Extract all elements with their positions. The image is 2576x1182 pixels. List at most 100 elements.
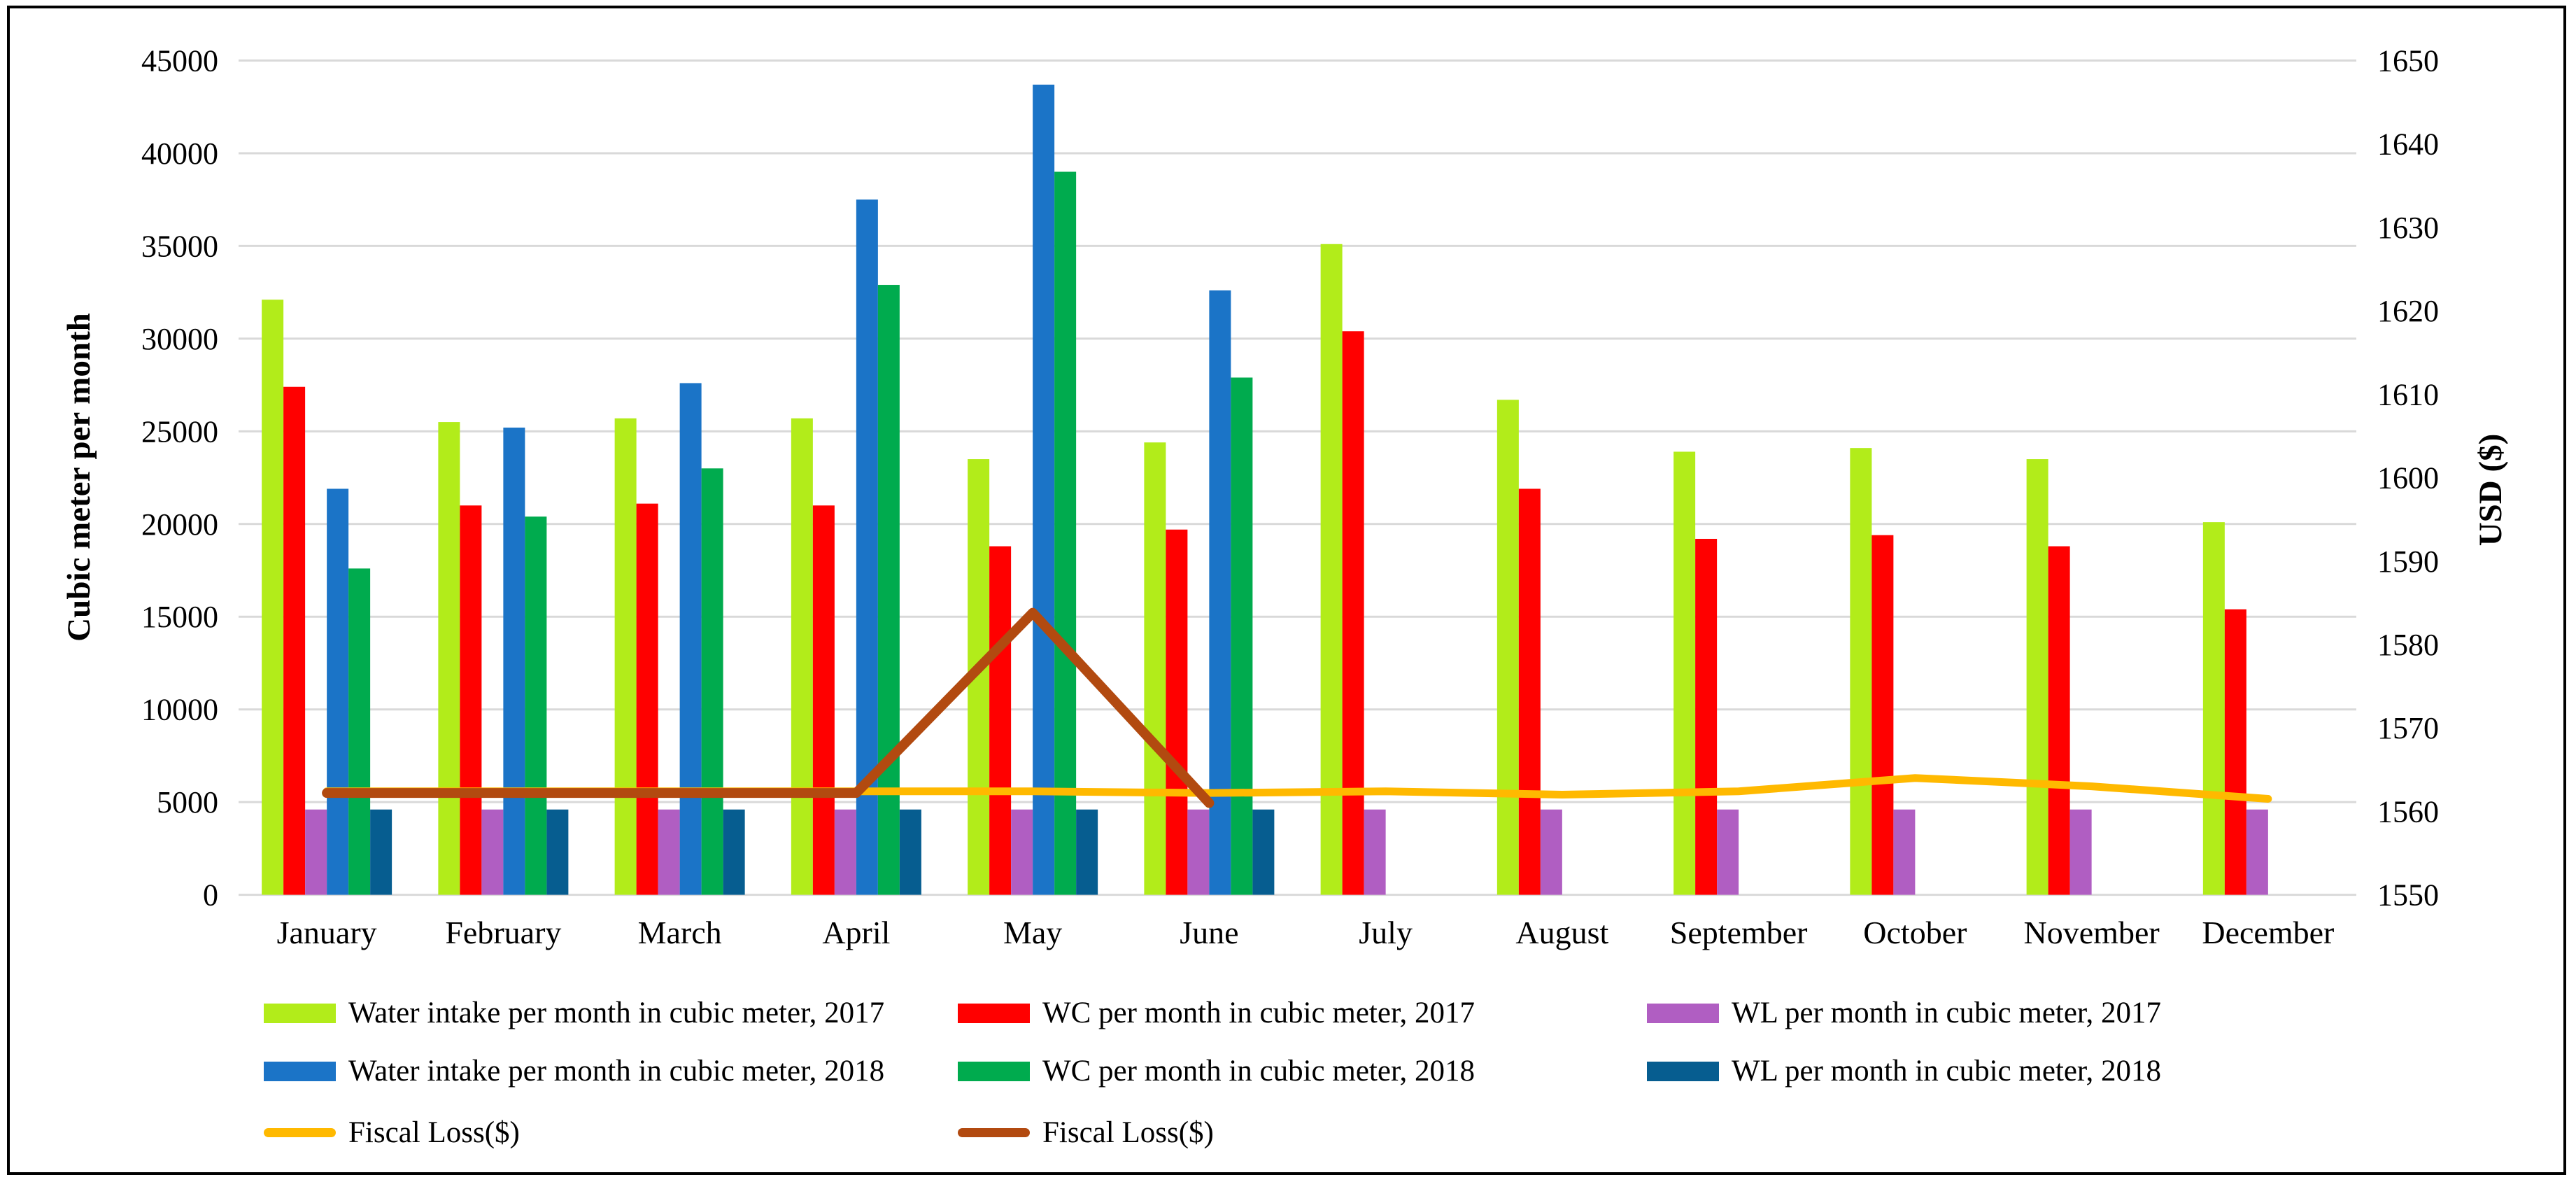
month-label: December xyxy=(2202,915,2334,950)
month-label: April xyxy=(822,915,890,950)
legend-item-fiscal-loss-2017: Fiscal Loss($) xyxy=(264,1116,520,1150)
bar xyxy=(1673,451,1696,895)
bar xyxy=(723,809,745,895)
bar xyxy=(283,386,306,895)
bar xyxy=(327,488,349,895)
legend-item-wc-2017: WC per month in cubic meter, 2017 xyxy=(958,996,1475,1030)
bar xyxy=(460,505,482,895)
bar xyxy=(1033,84,1055,895)
bar xyxy=(989,546,1012,895)
legend-label: Water intake per month in cubic meter, 2… xyxy=(348,997,885,1029)
left-axis-tick-label: 15000 xyxy=(141,600,218,634)
left-axis-tick-label: 5000 xyxy=(157,785,218,819)
bar xyxy=(503,428,525,895)
bar xyxy=(1231,377,1253,895)
right-axis-tick-label: 1570 xyxy=(2377,711,2439,745)
legend-label: Water intake per month in cubic meter, 2… xyxy=(348,1055,885,1088)
bar xyxy=(525,516,547,895)
right-axis-tick-label: 1650 xyxy=(2377,44,2439,78)
bar xyxy=(1496,400,1519,895)
legend-item-fiscal-loss-2018: Fiscal Loss($) xyxy=(958,1116,1214,1150)
bar xyxy=(1166,529,1188,895)
right-axis-tick-label: 1630 xyxy=(2377,211,2439,245)
left-axis-tick-label: 25000 xyxy=(141,414,218,449)
bar xyxy=(636,503,658,895)
bar xyxy=(348,568,371,895)
bar xyxy=(2224,609,2246,895)
right-axis-tick-label: 1610 xyxy=(2377,377,2439,411)
bar xyxy=(1871,535,1894,895)
left-axis-tick-label: 10000 xyxy=(141,693,218,727)
month-label: June xyxy=(1180,915,1238,950)
bar xyxy=(1187,809,1210,895)
legend-swatch-water-intake-2017 xyxy=(264,1003,336,1023)
right-axis-title: USD ($) xyxy=(2472,433,2509,547)
right-axis-tick-label: 1600 xyxy=(2377,461,2439,495)
left-axis-tick-label: 20000 xyxy=(141,507,218,542)
legend-item-water-intake-2018: Water intake per month in cubic meter, 2… xyxy=(264,1054,884,1088)
bar xyxy=(791,418,813,895)
bar xyxy=(1695,538,1718,895)
bar xyxy=(370,809,392,895)
bar xyxy=(1054,171,1077,895)
bar xyxy=(1540,809,1562,895)
legend-label: Fiscal Loss($) xyxy=(1042,1116,1214,1149)
left-axis-tick-label: 45000 xyxy=(141,44,218,78)
legend-swatch-fiscal-loss-orange xyxy=(264,1128,336,1137)
right-axis-tick-label: 1580 xyxy=(2377,628,2439,662)
month-label: July xyxy=(1359,915,1413,950)
bar xyxy=(701,468,723,895)
figure-border xyxy=(7,6,2566,1175)
legend-item-wc-2018: WC per month in cubic meter, 2018 xyxy=(958,1054,1475,1088)
bar xyxy=(1320,244,1343,895)
bar xyxy=(1364,809,1386,895)
month-label: March xyxy=(638,915,722,950)
bar xyxy=(679,383,702,895)
bar xyxy=(262,300,284,895)
bar xyxy=(834,809,856,895)
bar xyxy=(1011,809,1033,895)
left-axis-tick-label: 35000 xyxy=(141,229,218,263)
legend-swatch-fiscal-loss-brown xyxy=(958,1128,1030,1137)
bar xyxy=(899,809,921,895)
legend-swatch-wl-2017 xyxy=(1647,1003,1719,1023)
bar xyxy=(2048,546,2070,895)
bar xyxy=(481,809,504,895)
bar xyxy=(2202,522,2225,895)
legend-label: WC per month in cubic meter, 2018 xyxy=(1042,1055,1475,1088)
month-label: January xyxy=(277,915,377,950)
bar xyxy=(2026,459,2048,895)
legend-item-wl-2018: WL per month in cubic meter, 2018 xyxy=(1647,1054,2161,1088)
bar xyxy=(1893,809,1916,895)
right-axis-tick-label: 1560 xyxy=(2377,794,2439,829)
legend-swatch-wl-2018 xyxy=(1647,1061,1719,1081)
bar xyxy=(1144,442,1166,895)
month-label: October xyxy=(1863,915,1967,950)
bar xyxy=(1342,331,1364,895)
right-axis-tick-label: 1550 xyxy=(2377,878,2439,913)
left-axis-tick-label: 40000 xyxy=(141,136,218,171)
bar xyxy=(438,422,460,895)
legend-item-water-intake-2017: Water intake per month in cubic meter, 2… xyxy=(264,996,884,1030)
bar xyxy=(305,809,327,895)
legend-swatch-water-intake-2018 xyxy=(264,1061,336,1081)
bar xyxy=(1850,448,1872,895)
left-axis-tick-label: 0 xyxy=(203,878,218,913)
month-label: February xyxy=(445,915,561,950)
month-label: August xyxy=(1515,915,1608,950)
month-label: September xyxy=(1670,915,1808,950)
legend-item-wl-2017: WL per month in cubic meter, 2017 xyxy=(1647,996,2161,1030)
left-axis-title: Cubic meter per month xyxy=(61,313,97,642)
bar xyxy=(1518,488,1541,895)
legend-label: Fiscal Loss($) xyxy=(348,1116,520,1149)
bar xyxy=(1717,809,1739,895)
bar xyxy=(658,809,680,895)
legend-label: WL per month in cubic meter, 2017 xyxy=(1732,997,2162,1029)
bar xyxy=(1076,809,1098,895)
left-axis-tick-label: 30000 xyxy=(141,322,218,356)
bar xyxy=(2069,809,2092,895)
legend-swatch-wc-2018 xyxy=(958,1061,1030,1081)
right-axis-tick-label: 1590 xyxy=(2377,544,2439,579)
bar xyxy=(812,505,835,895)
